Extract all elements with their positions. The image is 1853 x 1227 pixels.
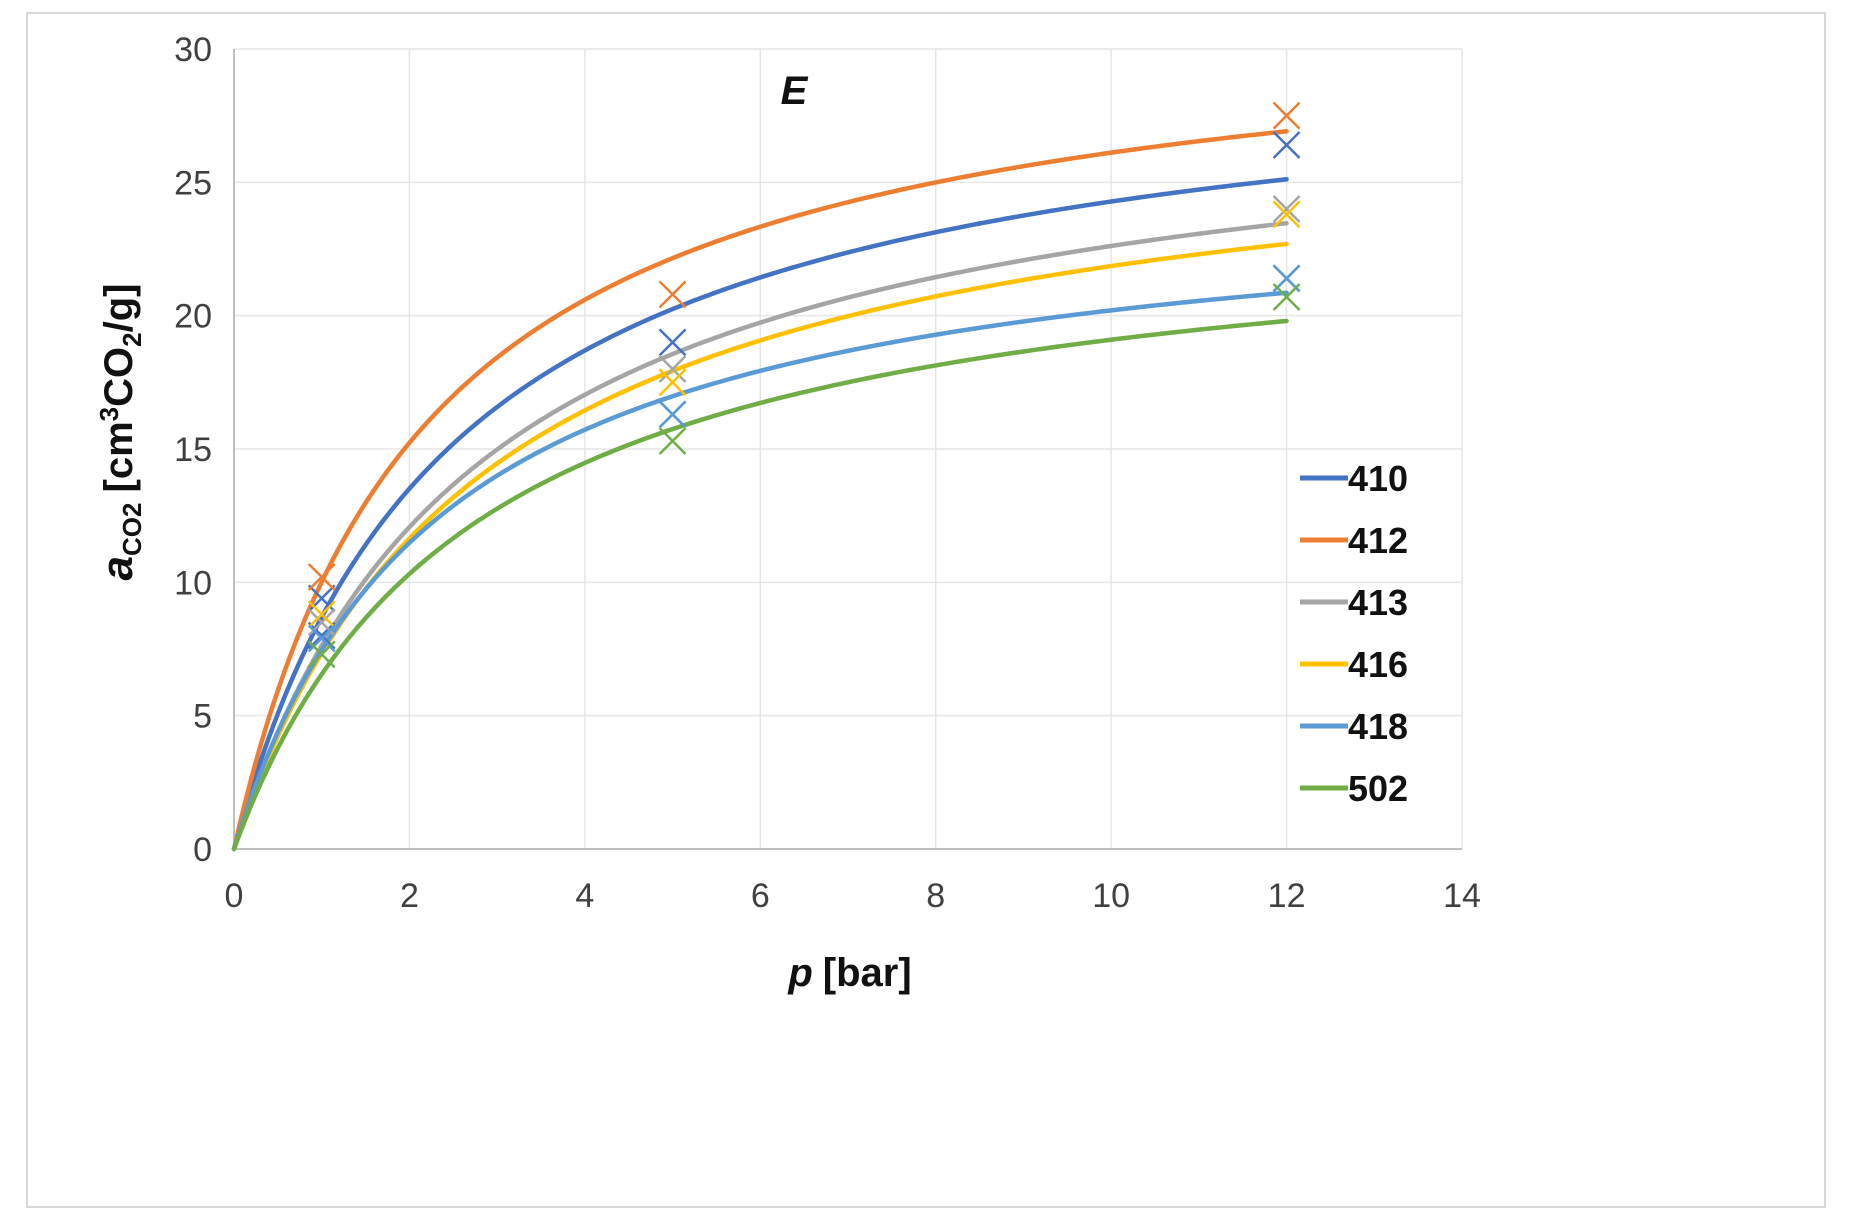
fit-curve-412	[231, 129, 1289, 852]
legend-label-416: 416	[1348, 644, 1408, 685]
x-tick-label-12: 12	[1268, 877, 1306, 915]
data-point-416-0	[307, 600, 336, 629]
y-tick-label-15: 15	[174, 431, 212, 469]
data-point-412-0	[307, 563, 336, 591]
data-point-413-2	[1272, 195, 1301, 223]
panel-label: E	[781, 69, 809, 113]
gridlines	[234, 48, 1463, 849]
legend-label-412: 412	[1348, 520, 1408, 561]
x-axis-title: p [bar]	[787, 951, 911, 995]
data-point-416-1	[658, 368, 687, 397]
data-point-410-4	[1272, 131, 1301, 159]
y-tick-label-5: 5	[193, 698, 212, 736]
legend-item-416: 416	[1300, 644, 1408, 685]
y-axis-superscript: 3	[94, 407, 124, 421]
data-point-418-1	[658, 400, 687, 429]
data-point-412-1	[658, 280, 687, 309]
legend-label-502: 502	[1348, 768, 1408, 809]
axes	[233, 49, 1462, 850]
y-axis-unit-open: [cm	[97, 421, 141, 492]
x-tick-label-10: 10	[1092, 877, 1130, 915]
tick-labels: 0 5 10 15 20 25 30 0 2 4 6 8 10 12 14	[174, 31, 1481, 915]
x-axis-variable: p	[787, 951, 812, 995]
y-tick-label-25: 25	[174, 164, 212, 202]
fit-curve-410	[231, 177, 1289, 852]
legend-item-410: 410	[1300, 458, 1408, 499]
y-axis-subscript-2: 2	[117, 332, 147, 346]
legend-item-412: 412	[1300, 520, 1408, 561]
fit-curve-413	[231, 220, 1289, 852]
data-point-502-0	[307, 640, 336, 669]
data-point-410-2	[658, 328, 687, 357]
y-tick-label-0: 0	[193, 831, 212, 869]
legend-label-410: 410	[1348, 458, 1408, 499]
y-axis-subscript: CO2	[117, 503, 147, 556]
x-tick-label-14: 14	[1443, 877, 1481, 915]
y-axis-unit-mid: CO	[97, 347, 141, 407]
x-tick-label-4: 4	[575, 877, 594, 915]
y-axis-variable: a	[93, 556, 142, 580]
legend-label-418: 418	[1348, 706, 1408, 747]
x-tick-label-0: 0	[225, 877, 244, 915]
series-layer	[231, 101, 1301, 852]
data-point-502-2	[1272, 283, 1301, 311]
legend: 410 412 413 416 418 502	[1300, 458, 1408, 809]
data-point-412-2	[1272, 101, 1301, 130]
legend-item-502: 502	[1300, 768, 1408, 809]
y-tick-label-20: 20	[174, 298, 212, 336]
y-tick-label-30: 30	[174, 31, 212, 69]
fit-curve-416	[231, 241, 1289, 852]
y-tick-label-10: 10	[174, 564, 212, 602]
legend-label-413: 413	[1348, 582, 1408, 623]
co2-isotherm-chart: 0 5 10 15 20 25 30 0 2 4 6 8 10 12 14 410 412 413 416 418 5…	[93, 31, 1481, 995]
data-point-413-1	[658, 355, 687, 383]
x-tick-label-2: 2	[400, 877, 419, 915]
x-axis-unit: [bar]	[823, 951, 912, 995]
legend-item-413: 413	[1300, 582, 1408, 623]
fit-curve-502	[231, 318, 1289, 852]
x-tick-label-6: 6	[751, 877, 770, 915]
y-axis-title: aCO2[cm3CO2/g]	[93, 284, 147, 581]
data-point-416-2	[1272, 200, 1301, 229]
data-point-502-1	[658, 427, 687, 455]
x-tick-label-8: 8	[926, 877, 945, 915]
legend-item-418: 418	[1300, 706, 1408, 747]
fit-curve-418	[231, 290, 1289, 852]
y-axis-unit-close: /g]	[97, 284, 141, 333]
chart-frame: 0 5 10 15 20 25 30 0 2 4 6 8 10 12 14 410 412 413 416 418 5…	[26, 12, 1826, 1208]
